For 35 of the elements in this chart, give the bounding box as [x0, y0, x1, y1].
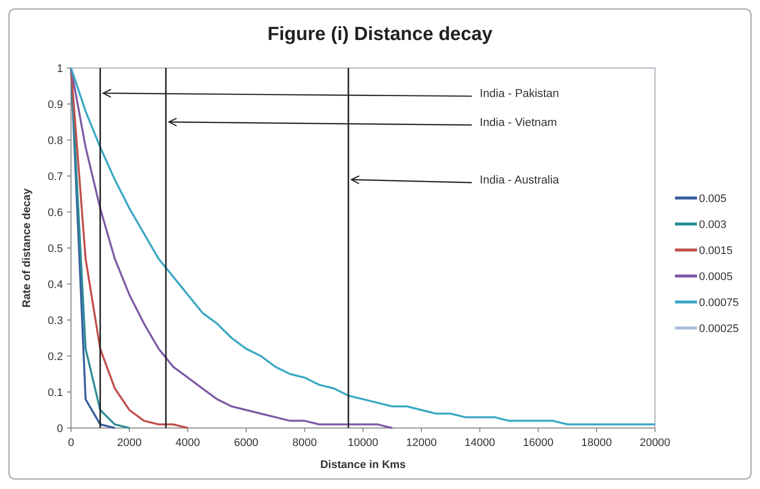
y-tick-label: 0.6 — [48, 207, 63, 219]
ref-line-label: India - Australia — [480, 174, 560, 187]
legend-label: 0.0005 — [699, 271, 733, 283]
x-tick-label: 14000 — [464, 437, 496, 449]
x-tick-label: 0 — [68, 437, 74, 449]
y-tick-label: 0.2 — [48, 351, 63, 363]
legend-label: 0.0015 — [699, 245, 733, 257]
legend-label: 0.003 — [699, 219, 727, 231]
y-tick-label: 0.8 — [48, 135, 63, 147]
y-tick-label: 1 — [56, 63, 63, 75]
y-tick-label: 0.9 — [48, 99, 63, 111]
y-tick-label: 0.4 — [48, 279, 63, 291]
legend-label: 0.00025 — [699, 323, 739, 335]
y-tick-label: 0.3 — [48, 315, 63, 327]
x-axis-title: Distance in Kms — [320, 459, 406, 471]
x-tick-label: 20000 — [640, 437, 670, 449]
x-tick-label: 4000 — [176, 437, 200, 449]
ref-line-label: India - Pakistan — [480, 88, 560, 100]
x-tick-label: 18000 — [581, 437, 612, 449]
y-tick-label: 0.5 — [48, 243, 63, 255]
legend-label: 0.005 — [699, 193, 727, 205]
x-tick-label: 8000 — [292, 437, 317, 449]
y-axis-title: Rate of distance decay — [21, 188, 33, 308]
y-tick-label: 0.1 — [48, 387, 63, 399]
legend-label: 0.00075 — [699, 297, 739, 309]
x-tick-label: 2000 — [117, 437, 142, 449]
x-tick-label: 6000 — [234, 437, 258, 449]
y-tick-label: 0 — [56, 423, 63, 435]
x-tick-label: 12000 — [406, 437, 437, 449]
chart-title: Figure (i) Distance decay — [268, 24, 493, 45]
line-series — [70, 67, 656, 426]
ref-line-label: India - Vietnam — [480, 117, 557, 129]
x-tick-label: 16000 — [522, 437, 554, 449]
x-tick-label: 10000 — [348, 437, 378, 449]
y-tick-label: 0.7 — [48, 171, 63, 183]
